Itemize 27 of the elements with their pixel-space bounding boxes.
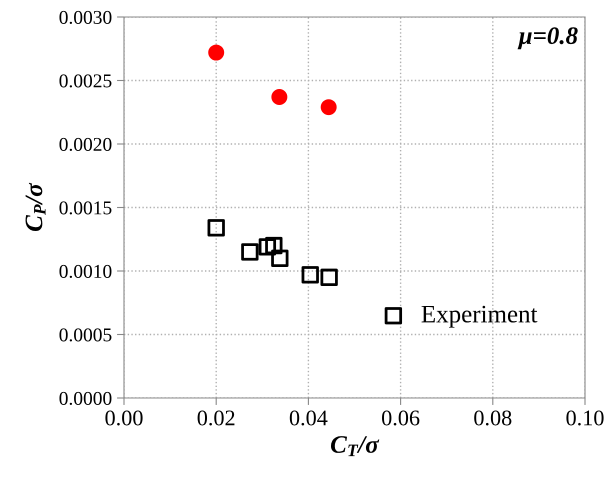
y-tick-label: 0.0015 [59,201,112,215]
point [258,238,276,256]
annotation: μ=0.8 [518,27,578,50]
x-tick-label: 0.10 [566,410,604,426]
point [271,250,288,267]
y-tick-label: 0.0020 [59,138,112,152]
point [320,99,337,116]
y-tick-label: 0.0005 [59,328,112,342]
x-tick-label: 0.00 [105,410,143,426]
y-axis-title: C$_{P}$/σ [26,182,46,232]
x-tick-label: 0.02 [198,410,234,426]
point [208,219,225,236]
legend-label: Experiment [422,306,538,328]
point [265,236,282,254]
point [320,268,338,286]
y-tick-label: 0.0030 [59,10,112,24]
point [302,266,319,284]
y-tick-label: 0.0025 [59,74,112,88]
point [208,44,224,61]
point [241,243,259,261]
x-tick-label: 0.08 [474,410,512,426]
y-tick-label: 0.0000 [59,392,112,406]
y-tick-label: 0.0010 [59,264,112,278]
x-tick-label: 0.04 [290,410,328,426]
x-axis-title: C$_{T}$/σ [330,436,380,456]
x-tick-label: 0.06 [382,410,420,426]
point [271,89,288,105]
